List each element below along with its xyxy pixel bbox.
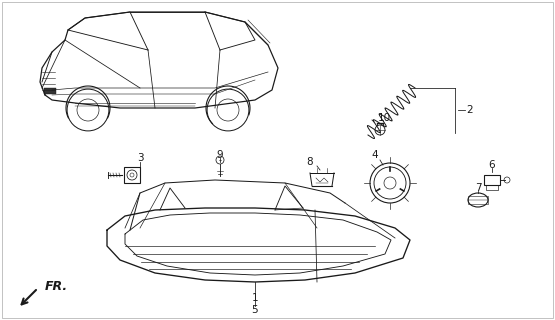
Text: 3: 3 <box>137 153 143 163</box>
Text: FR.: FR. <box>45 279 68 292</box>
Text: 9: 9 <box>216 150 223 160</box>
Text: 7: 7 <box>475 183 481 193</box>
Bar <box>124 167 140 183</box>
Text: 2: 2 <box>467 105 473 115</box>
Bar <box>486 185 498 190</box>
Bar <box>468 196 488 204</box>
Text: 1: 1 <box>251 293 258 303</box>
Text: 6: 6 <box>489 160 495 170</box>
Bar <box>484 175 500 185</box>
Text: 10: 10 <box>378 113 391 123</box>
Text: 8: 8 <box>307 157 314 167</box>
Text: 5: 5 <box>251 305 258 315</box>
Bar <box>44 88 56 94</box>
Text: 4: 4 <box>372 150 379 160</box>
